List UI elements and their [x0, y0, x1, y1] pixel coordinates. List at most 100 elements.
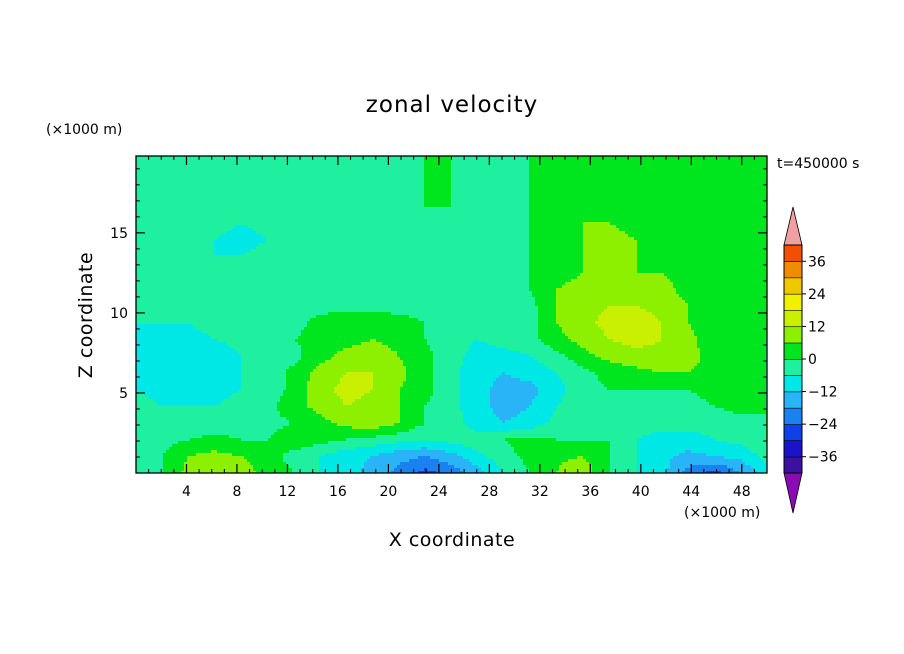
- field-cell: [250, 216, 254, 220]
- field-cell: [229, 198, 233, 202]
- field-cell: [502, 216, 506, 220]
- field-cell: [742, 201, 746, 205]
- field-cell: [322, 162, 326, 166]
- field-cell: [721, 159, 725, 163]
- field-cell: [373, 162, 377, 166]
- field-cell: [427, 183, 431, 187]
- field-cell: [526, 180, 530, 184]
- field-cell: [748, 183, 752, 187]
- field-cell: [307, 174, 311, 178]
- field-cell: [715, 219, 719, 223]
- field-cell: [724, 210, 728, 214]
- field-cell: [205, 165, 209, 169]
- field-cell: [355, 198, 359, 202]
- field-cell: [202, 174, 206, 178]
- field-cell: [241, 186, 245, 190]
- field-cell: [223, 159, 227, 163]
- field-cell: [748, 207, 752, 211]
- field-cell: [301, 174, 305, 178]
- field-cell: [253, 162, 257, 166]
- field-cell: [544, 207, 548, 211]
- field-cell: [139, 177, 143, 181]
- field-cell: [241, 168, 245, 172]
- field-cell: [667, 210, 671, 214]
- field-cell: [724, 159, 728, 163]
- field-cell: [343, 189, 347, 193]
- field-cell: [193, 168, 197, 172]
- field-cell: [721, 210, 725, 214]
- field-cell: [343, 183, 347, 187]
- field-cell: [394, 195, 398, 199]
- field-cell: [544, 183, 548, 187]
- field-cell: [700, 216, 704, 220]
- field-cell: [670, 210, 674, 214]
- field-cell: [640, 183, 644, 187]
- field-cell: [673, 183, 677, 187]
- field-cell: [619, 186, 623, 190]
- field-cell: [295, 210, 299, 214]
- field-cell: [421, 222, 425, 226]
- field-cell: [526, 162, 530, 166]
- field-cell: [139, 198, 143, 202]
- field-cell: [322, 159, 326, 163]
- field-cell: [346, 189, 350, 193]
- field-cell: [223, 222, 227, 226]
- field-cell: [436, 219, 440, 223]
- field-cell: [373, 186, 377, 190]
- field-cell: [364, 192, 368, 196]
- field-cell: [472, 204, 476, 208]
- field-cell: [310, 168, 314, 172]
- field-cell: [529, 192, 533, 196]
- field-cell: [307, 210, 311, 214]
- field-cell: [331, 168, 335, 172]
- field-cell: [274, 156, 278, 160]
- field-cell: [364, 162, 368, 166]
- field-cell: [358, 210, 362, 214]
- field-cell: [538, 213, 542, 217]
- field-cell: [412, 180, 416, 184]
- field-cell: [319, 195, 323, 199]
- field-cell: [640, 210, 644, 214]
- field-cell: [595, 186, 599, 190]
- field-cell: [247, 210, 251, 214]
- field-cell: [433, 165, 437, 169]
- field-cell: [712, 171, 716, 175]
- field-cell: [136, 207, 140, 211]
- field-cell: [508, 195, 512, 199]
- field-cell: [442, 222, 446, 226]
- field-cell: [490, 195, 494, 199]
- field-cell: [226, 180, 230, 184]
- field-cell: [406, 210, 410, 214]
- field-cell: [466, 216, 470, 220]
- field-cell: [247, 159, 251, 163]
- field-cell: [295, 219, 299, 223]
- field-cell: [403, 201, 407, 205]
- field-cell: [262, 156, 266, 160]
- field-cell: [292, 222, 296, 226]
- field-cell: [385, 198, 389, 202]
- field-cell: [421, 162, 425, 166]
- field-cell: [661, 207, 665, 211]
- field-cell: [298, 216, 302, 220]
- field-cell: [460, 168, 464, 172]
- field-cell: [316, 165, 320, 169]
- field-cell: [235, 183, 239, 187]
- field-cell: [217, 183, 221, 187]
- field-cell: [640, 195, 644, 199]
- field-cell: [271, 177, 275, 181]
- field-cell: [637, 171, 641, 175]
- field-cell: [367, 183, 371, 187]
- field-cell: [655, 168, 659, 172]
- field-cell: [253, 204, 257, 208]
- field-cell: [265, 225, 269, 229]
- field-cell: [322, 210, 326, 214]
- field-cell: [730, 180, 734, 184]
- field-cell: [574, 201, 578, 205]
- field-cell: [484, 213, 488, 217]
- field-cell: [499, 210, 503, 214]
- field-cell: [571, 168, 575, 172]
- field-cell: [388, 174, 392, 178]
- field-cell: [535, 213, 539, 217]
- field-cell: [250, 165, 254, 169]
- field-cell: [481, 186, 485, 190]
